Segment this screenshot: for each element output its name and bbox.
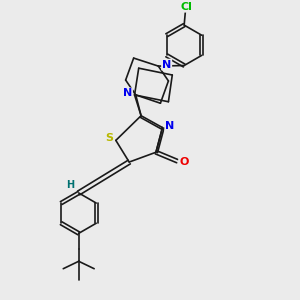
Text: N: N	[123, 88, 132, 98]
Text: N: N	[165, 122, 175, 131]
Text: H: H	[66, 180, 74, 190]
Text: S: S	[105, 133, 113, 143]
Text: O: O	[179, 157, 189, 167]
Text: N: N	[162, 60, 171, 70]
Text: Cl: Cl	[181, 2, 193, 12]
